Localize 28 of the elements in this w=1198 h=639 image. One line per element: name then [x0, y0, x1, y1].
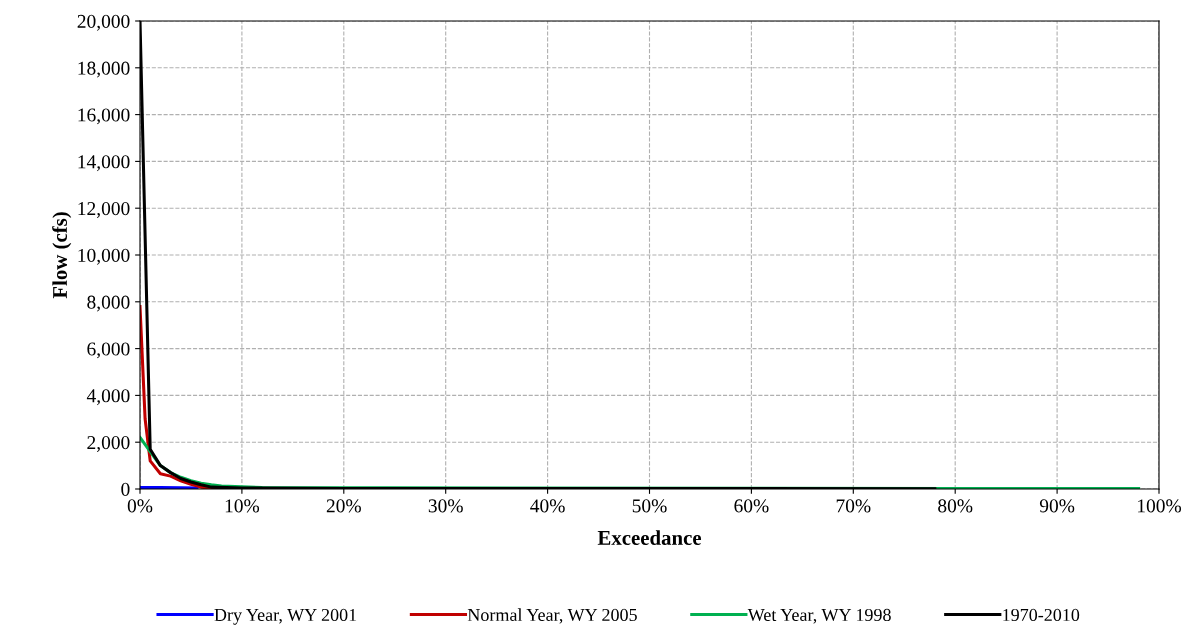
x-tick-label: 30%	[428, 499, 463, 513]
x-tick-label: 80%	[938, 499, 973, 513]
x-tick-label: 0%	[127, 499, 153, 513]
y-tick-label: 2,000	[87, 436, 130, 452]
y-axis-title: Flow (cfs)	[52, 212, 72, 299]
x-tick-label: 20%	[326, 499, 361, 513]
y-tick-label: 6,000	[87, 342, 130, 359]
y-tick-label: 10,000	[78, 248, 130, 265]
y-tick-label: 8,000	[87, 295, 130, 312]
y-tick-label: 12,000	[78, 202, 130, 218]
y-tick-label: 14,000	[78, 155, 130, 172]
y-tick-label: 20,000	[77, 14, 130, 31]
legend-label: Normal Year, WY 2005	[467, 608, 637, 624]
legend-label: Dry Year, WY 2001	[214, 608, 357, 625]
x-tick-label: 50%	[632, 499, 667, 513]
x-tick-label: 40%	[530, 499, 565, 513]
y-tick-label: 16,000	[78, 108, 130, 125]
legend-label: Wet Year, WY 1998	[747, 608, 891, 624]
legend-label: 1970-2010	[1003, 608, 1080, 622]
x-tick-label: 90%	[1039, 499, 1075, 513]
x-tick-label: 10%	[225, 499, 260, 513]
y-tick-label: 0	[121, 482, 130, 496]
y-tick-label: 4,000	[86, 389, 130, 406]
x-tick-label: 70%	[836, 499, 871, 513]
x-tick-label: 100%	[1138, 499, 1182, 513]
y-tick-label: 18,000	[78, 61, 130, 78]
x-tick-label: 60%	[734, 499, 769, 513]
x-axis-title: Exceedance	[597, 530, 702, 545]
